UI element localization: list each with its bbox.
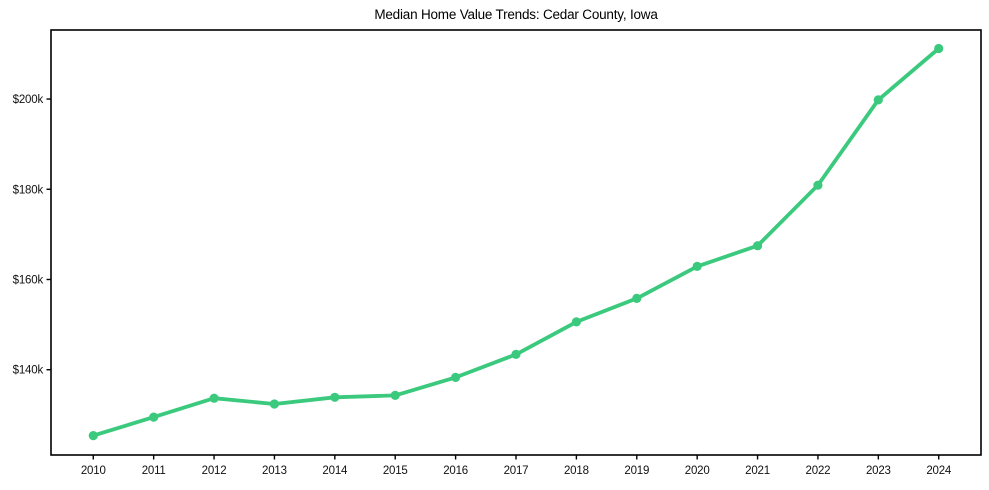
y-tick-label: $160k [13,274,44,286]
x-tick-label: 2019 [624,465,649,477]
x-tick-label: 2022 [806,465,831,477]
data-point [88,431,98,441]
data-point [209,393,219,403]
x-tick-label: 2020 [685,465,710,477]
y-tick-label: $180k [13,184,44,196]
data-point [571,317,582,327]
x-tick-label: 2017 [504,465,529,477]
x-tick-label: 2023 [866,465,891,477]
data-point [330,392,340,402]
x-tick-label: 2014 [322,465,348,477]
data-point [511,349,521,359]
data-point [934,43,944,54]
x-tick-label: 2013 [262,465,287,477]
x-tick-label: 2018 [564,465,589,477]
x-tick-label: 2016 [443,465,468,477]
y-tick-label: $140k [13,365,44,377]
x-tick-label: 2012 [202,465,227,477]
plot-border [50,29,982,456]
x-tick-label: 2010 [81,465,106,477]
x-tick-label: 2015 [383,465,408,477]
data-point [692,261,702,271]
x-tick-label: 2021 [745,465,770,477]
data-point [149,412,159,422]
trend-line [91,46,941,438]
x-tick-label: 2011 [142,465,166,477]
data-point [753,241,763,251]
data-point [269,399,279,409]
data-point [632,293,642,303]
x-tick-label: 2024 [926,465,952,477]
data-point [451,372,461,382]
data-point [813,180,823,190]
data-point [390,390,400,400]
chart-title: Median Home Value Trends: Cedar County, … [374,7,658,22]
data-point [873,95,883,105]
y-tick-label: $200k [13,94,44,106]
